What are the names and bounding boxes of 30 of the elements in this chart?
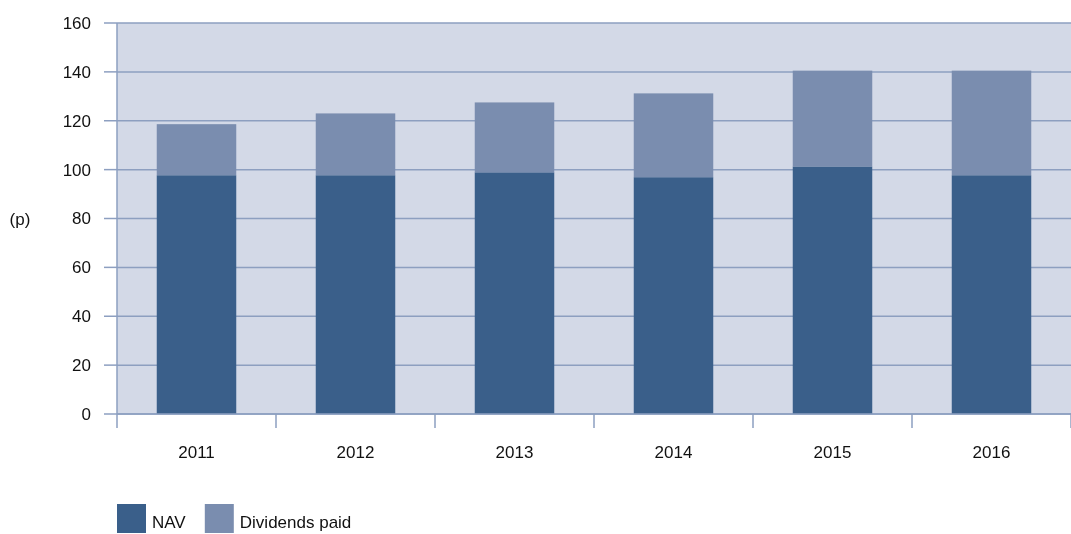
bar xyxy=(156,124,237,176)
bar xyxy=(633,177,714,414)
bar xyxy=(951,70,1032,176)
y-tick-label: 0 xyxy=(81,404,91,424)
legend-label: Dividends paid xyxy=(239,513,352,532)
bar xyxy=(315,175,396,414)
legend-label: NAV xyxy=(152,513,187,532)
x-tick-label: 2014 xyxy=(654,443,693,462)
y-tick-label: 80 xyxy=(72,209,91,229)
bar xyxy=(474,172,555,414)
x-tick-label: 2013 xyxy=(495,443,534,462)
y-tick-label: 160 xyxy=(62,13,91,33)
x-tick-label: 2016 xyxy=(972,443,1011,462)
y-tick-label: 100 xyxy=(62,160,91,180)
x-tick-label: 2011 xyxy=(178,443,215,462)
bar xyxy=(792,166,873,414)
bar xyxy=(633,93,714,178)
y-tick-label: 20 xyxy=(72,356,91,376)
y-tick-label: 60 xyxy=(72,258,91,278)
x-tick-label: 2015 xyxy=(813,443,852,462)
bar xyxy=(315,113,396,176)
bar xyxy=(951,175,1032,414)
bar xyxy=(156,175,237,414)
y-tick-label: 140 xyxy=(62,62,91,82)
y-tick-label: 40 xyxy=(72,307,91,327)
y-tick-label: 120 xyxy=(62,111,91,131)
x-tick-label: 2012 xyxy=(336,443,375,462)
bar xyxy=(474,102,555,173)
bar xyxy=(792,70,873,167)
y-axis-title: (p) xyxy=(9,209,31,229)
